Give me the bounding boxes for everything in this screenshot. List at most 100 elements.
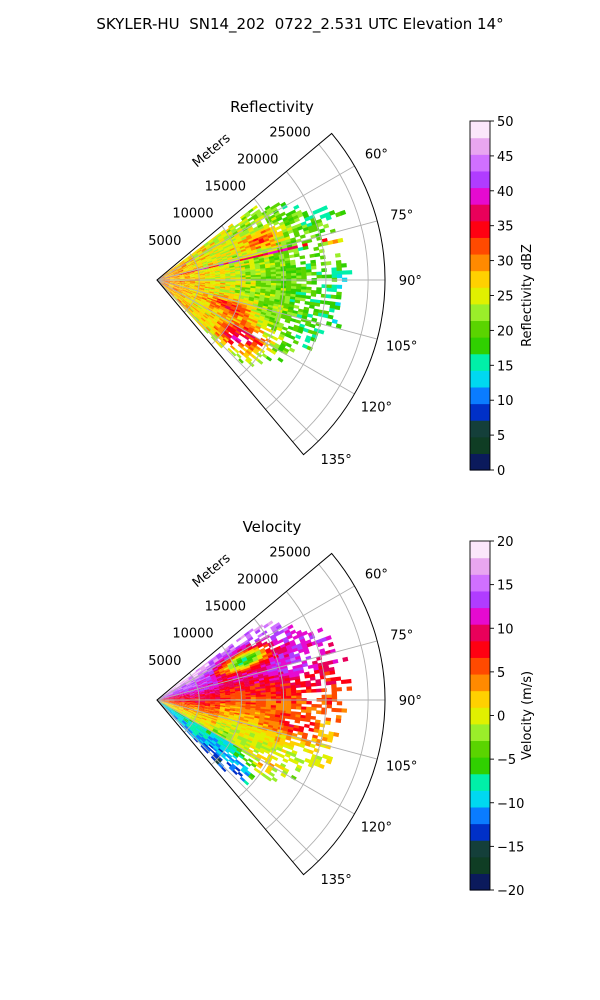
radar-gate bbox=[250, 743, 257, 748]
radar-gate bbox=[265, 272, 272, 275]
colorbar-swatch bbox=[470, 574, 490, 592]
radar-gate bbox=[197, 712, 204, 716]
radar-gate bbox=[189, 273, 195, 276]
radar-gate bbox=[250, 696, 257, 700]
radar-gate bbox=[195, 735, 201, 741]
radar-gate bbox=[212, 296, 218, 300]
radar-gate bbox=[261, 353, 268, 359]
panel-title: Velocity bbox=[243, 518, 302, 536]
radar-gate bbox=[187, 684, 193, 688]
radar-gate bbox=[207, 260, 213, 264]
radar-gate bbox=[226, 660, 232, 665]
radar-gate bbox=[218, 657, 225, 662]
radar-gate bbox=[169, 697, 175, 699]
radar-field bbox=[158, 201, 353, 368]
radar-gate bbox=[189, 727, 195, 732]
radar-gate bbox=[210, 732, 216, 737]
radar-gate bbox=[228, 330, 235, 335]
radar-gate bbox=[251, 321, 258, 326]
radar-gate bbox=[204, 285, 211, 288]
radar-gate bbox=[242, 720, 249, 725]
radar-gate bbox=[254, 337, 261, 343]
radar-gate bbox=[174, 277, 180, 279]
radar-gate bbox=[255, 312, 261, 316]
radar-gate bbox=[193, 730, 198, 736]
radar-gate bbox=[167, 286, 173, 291]
radar-gate bbox=[173, 294, 179, 299]
radar-gate bbox=[184, 678, 190, 683]
radar-gate bbox=[210, 329, 216, 335]
radar-gate bbox=[205, 281, 211, 283]
radar-gate bbox=[192, 303, 198, 308]
radar-gate bbox=[213, 684, 220, 688]
radar-gate bbox=[255, 268, 261, 272]
radar-gate bbox=[176, 711, 182, 716]
radar-gate bbox=[225, 283, 231, 285]
radar-gate bbox=[187, 309, 193, 314]
radar-gate bbox=[213, 668, 219, 673]
radar-gate bbox=[231, 325, 238, 331]
radar-gate bbox=[247, 256, 254, 260]
radar-gate bbox=[290, 267, 297, 271]
radar-gate bbox=[254, 313, 261, 318]
radar-gate bbox=[247, 226, 254, 232]
radar-gate bbox=[225, 250, 231, 255]
radar-gate bbox=[262, 305, 269, 310]
radar-gate bbox=[272, 307, 278, 312]
radar-gate bbox=[183, 299, 189, 303]
radar-gate bbox=[195, 717, 201, 722]
radar-gate bbox=[174, 281, 180, 283]
radar-gate bbox=[174, 283, 180, 285]
radar-gate bbox=[171, 267, 177, 271]
radar-gate bbox=[177, 709, 183, 713]
radar-gate bbox=[226, 332, 233, 338]
radar-gate bbox=[246, 727, 252, 731]
radar-gate bbox=[275, 283, 282, 286]
radar-gate bbox=[290, 752, 297, 758]
radar-gate bbox=[281, 648, 288, 654]
radar-gate bbox=[201, 247, 207, 252]
radar-gate bbox=[191, 670, 197, 675]
radar-gate bbox=[178, 271, 184, 274]
radar-gate bbox=[226, 253, 232, 258]
radar-gate bbox=[170, 290, 176, 295]
radar-gate bbox=[174, 696, 180, 698]
radar-gate bbox=[285, 224, 292, 230]
radar-gate bbox=[205, 277, 211, 279]
radar-gate bbox=[248, 228, 255, 233]
radar-gate bbox=[163, 284, 168, 288]
radar-gate bbox=[255, 245, 262, 250]
radar-gate bbox=[187, 685, 193, 689]
colorbar-tick-label: −15 bbox=[497, 840, 524, 855]
radar-gate bbox=[212, 753, 219, 759]
radar-gate bbox=[245, 752, 252, 757]
radar-gate bbox=[257, 359, 264, 365]
radar-gate bbox=[270, 663, 277, 668]
radar-gate bbox=[168, 705, 174, 709]
radar-gate bbox=[164, 697, 170, 699]
radar-gate bbox=[189, 275, 196, 278]
radar-gate bbox=[167, 689, 172, 693]
radar-gate bbox=[204, 288, 210, 291]
radar-gate bbox=[209, 723, 216, 727]
radar-gate bbox=[183, 708, 189, 711]
radar-gate bbox=[202, 261, 208, 265]
radar-gate bbox=[210, 697, 216, 699]
radar-gate bbox=[184, 695, 190, 697]
radar-gate bbox=[174, 714, 179, 719]
radar-gate bbox=[290, 706, 297, 710]
radar-gate bbox=[169, 696, 175, 698]
radar-gate bbox=[184, 276, 191, 278]
radar-gate bbox=[204, 722, 211, 726]
radar-gate bbox=[173, 705, 180, 708]
radar-gate bbox=[210, 749, 216, 755]
radar-gate bbox=[187, 710, 194, 714]
radar-gate bbox=[281, 228, 288, 234]
radar-gate bbox=[225, 238, 232, 244]
radar-gate bbox=[228, 681, 234, 684]
radar-gate bbox=[300, 266, 307, 271]
radar-gate bbox=[181, 301, 187, 306]
azimuth-spoke bbox=[156, 699, 355, 815]
radar-gate bbox=[174, 714, 179, 719]
radar-gate bbox=[238, 662, 244, 666]
